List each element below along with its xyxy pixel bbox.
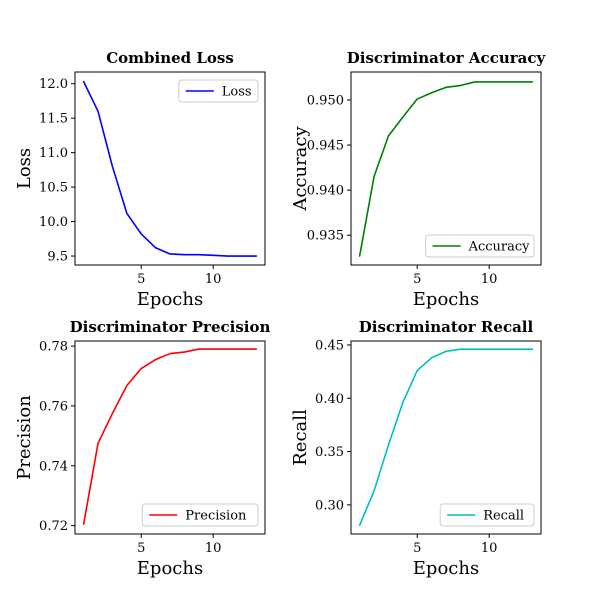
chart-title: Discriminator Accuracy xyxy=(347,49,547,67)
x-tick-label: 10 xyxy=(205,541,222,556)
y-tick-label: 0.45 xyxy=(315,338,344,353)
chart-panel-1: 5 10 9.5 10.0 10.5 11.0 11.5 12.0 Combined Loss E… xyxy=(14,49,266,310)
y-axis-label: Accuracy xyxy=(290,126,311,212)
x-axis-label: Epochs xyxy=(413,558,479,579)
y-axis-label: Precision xyxy=(14,395,35,480)
legend-label: Loss xyxy=(222,85,252,100)
chart-title: Discriminator Precision xyxy=(70,318,271,336)
y-axis-label: Recall xyxy=(290,409,311,466)
y-tick-label: 0.935 xyxy=(307,229,344,244)
x-axis-label: Epochs xyxy=(137,289,203,310)
y-tick-label: 0.40 xyxy=(315,392,344,407)
x-tick-label: 10 xyxy=(481,272,498,287)
plot-frame xyxy=(350,71,542,266)
legend-box xyxy=(178,79,259,103)
y-tick-label: 0.72 xyxy=(39,519,68,534)
x-tick-label: 5 xyxy=(413,272,421,287)
x-tick-label: 5 xyxy=(413,541,421,556)
legend-box xyxy=(439,503,535,527)
y-tick-label: 11.5 xyxy=(39,112,68,127)
chart-panel-4: 5 10 0.30 0.35 0.40 0.45 Discriminator Recall E… xyxy=(290,318,542,579)
y-tick-label: 12.0 xyxy=(39,77,68,92)
x-tick-label: 5 xyxy=(137,541,145,556)
series-line-accuracy xyxy=(358,81,534,257)
series-line-recall xyxy=(358,348,534,526)
legend-box xyxy=(425,234,535,258)
legend-label: Accuracy xyxy=(468,240,531,255)
y-tick-label: 11.0 xyxy=(39,146,68,161)
y-tick-label: 0.35 xyxy=(315,445,344,460)
y-tick-label: 10.5 xyxy=(39,181,68,196)
y-tick-label: 9.5 xyxy=(47,250,68,265)
y-tick-label: 0.76 xyxy=(39,399,68,414)
legend: Precision xyxy=(141,503,259,527)
y-tick-label: 0.940 xyxy=(307,184,344,199)
chart-title: Discriminator Recall xyxy=(359,318,534,336)
y-axis-label: Loss xyxy=(14,148,35,189)
x-tick-label: 5 xyxy=(137,272,145,287)
plot-frame xyxy=(74,340,266,535)
plot-frame xyxy=(350,340,542,535)
x-axis-label: Epochs xyxy=(137,558,203,579)
y-tick-label: 0.950 xyxy=(307,93,344,108)
series-line-loss xyxy=(82,80,258,257)
y-tick-label: 0.78 xyxy=(39,340,68,355)
legend: Loss xyxy=(178,79,259,103)
y-tick-label: 0.945 xyxy=(307,139,344,154)
chart-panel-2: 5 10 0.935 0.940 0.945 0.950 Discriminator Acc… xyxy=(290,49,546,310)
y-tick-label: 0.74 xyxy=(39,459,68,474)
chart-title: Combined Loss xyxy=(106,49,234,67)
series-line-precision xyxy=(82,348,258,525)
x-axis-label: Epochs xyxy=(413,289,479,310)
legend: Accuracy xyxy=(425,234,535,258)
plot-frame xyxy=(74,71,266,266)
legend: Recall xyxy=(439,503,535,527)
legend-label: Recall xyxy=(483,509,524,524)
y-tick-label: 0.30 xyxy=(315,498,344,513)
y-tick-label: 10.0 xyxy=(39,215,68,230)
x-tick-label: 10 xyxy=(205,272,222,287)
x-tick-label: 10 xyxy=(481,541,498,556)
legend-label: Precision xyxy=(185,509,247,524)
legend-box xyxy=(141,503,259,527)
